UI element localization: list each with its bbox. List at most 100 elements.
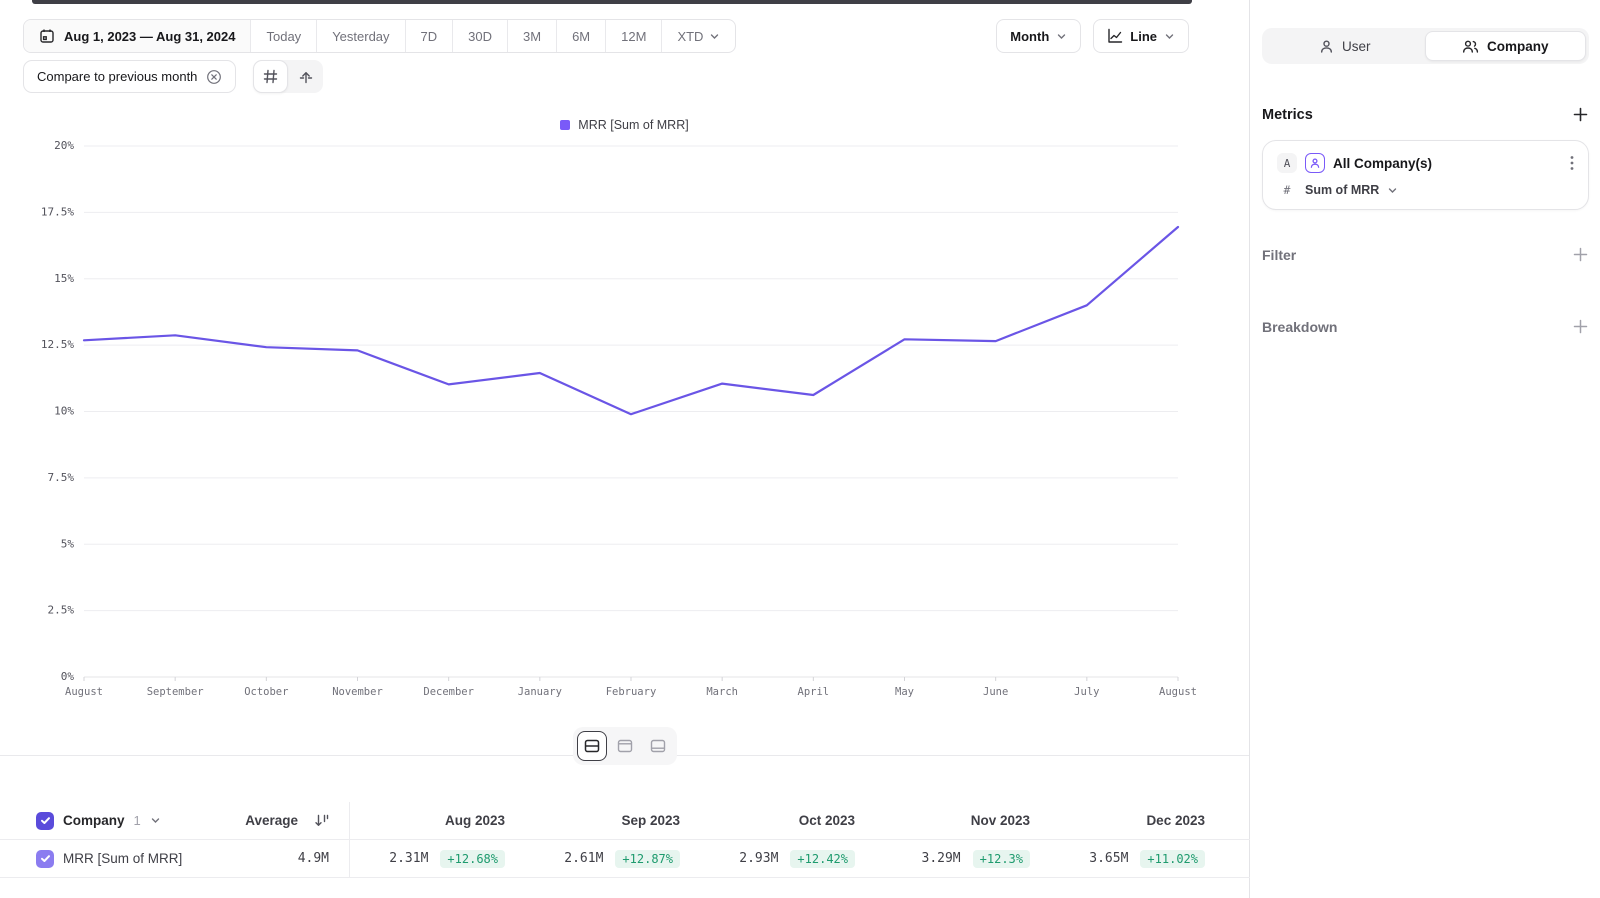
metric-letter-badge: A	[1277, 153, 1297, 173]
breakdown-table: Company 1 Average Aug 2023 Sep 2023 Oct 20…	[0, 802, 1250, 878]
kebab-menu-icon[interactable]	[1570, 155, 1574, 171]
layout-split-horizontal-button[interactable]	[576, 731, 607, 761]
table-row[interactable]: MRR [Sum of MRR] 4.9M 2.31M +12.68% 2.61M +…	[0, 840, 1250, 878]
date-range-label: Aug 1, 2023 — Aug 31, 2024	[64, 28, 236, 44]
arrow-up-icon	[298, 69, 314, 85]
grid-icon	[263, 69, 278, 84]
granularity-dropdown[interactable]: Month	[996, 19, 1082, 53]
config-sidebar: User Company Metrics A All Company(s)	[1250, 0, 1599, 898]
calendar-icon	[39, 28, 55, 44]
y-axis-tick-label: 12.5%	[41, 338, 74, 351]
breakdown-section: Breakdown	[1262, 318, 1589, 335]
toolbar: Aug 1, 2023 — Aug 31, 2024 Today Yesterda…	[23, 19, 1189, 53]
table-row-main-cell: MRR [Sum of MRR] 4.9M	[0, 840, 350, 877]
preset-today-button[interactable]: Today	[250, 20, 316, 52]
column-header-aug-2023[interactable]: Aug 2023	[444, 813, 505, 828]
chart-type-dropdown[interactable]: Line	[1093, 19, 1189, 53]
close-circle-icon[interactable]	[206, 69, 222, 85]
mrr-value: 2.93M	[739, 851, 779, 866]
legend-label: MRR [Sum of MRR]	[578, 118, 689, 132]
select-all-checkbox[interactable]	[36, 811, 54, 830]
y-axis-tick-label: 17.5%	[41, 205, 74, 218]
row-checkbox[interactable]	[36, 849, 54, 868]
user-icon	[1319, 39, 1334, 54]
breakdown-title: Breakdown	[1262, 318, 1338, 335]
average-value: 4.9M	[297, 851, 329, 866]
preset-xtd-button[interactable]: XTD	[661, 20, 735, 52]
panel-bottom-icon	[650, 738, 666, 754]
y-axis-tick-label: 20%	[54, 139, 74, 152]
cell-sep-2023: 2.61M +12.87%	[525, 849, 700, 868]
x-axis-label: December	[423, 686, 474, 698]
preset-6m-button[interactable]: 6M	[556, 20, 605, 52]
line-chart-icon	[1107, 28, 1123, 44]
toggle-user-label: User	[1341, 38, 1371, 54]
add-breakdown-button[interactable]	[1572, 318, 1589, 335]
layout-header-button[interactable]	[610, 731, 640, 761]
column-header-nov-2023[interactable]: Nov 2023	[970, 813, 1030, 828]
xtd-label: XTD	[677, 28, 704, 44]
chart-legend[interactable]: MRR [Sum of MRR]	[0, 118, 1249, 132]
delta-badge: +11.02%	[1140, 849, 1205, 868]
annotations-toggle-button[interactable]	[288, 60, 323, 93]
filter-title: Filter	[1262, 246, 1297, 263]
delta-badge: +12.87%	[615, 849, 680, 868]
column-header-oct-2023[interactable]: Oct 2023	[798, 813, 855, 828]
metrics-title: Metrics	[1262, 106, 1313, 123]
preset-12m-button[interactable]: 12M	[605, 20, 661, 52]
compare-chip[interactable]: Compare to previous month	[23, 60, 237, 93]
column-header-dec-2023[interactable]: Dec 2023	[1146, 813, 1205, 828]
x-axis-label: August	[1159, 686, 1197, 698]
toggle-company[interactable]: Company	[1424, 31, 1586, 61]
preset-30d-button[interactable]: 30D	[452, 20, 507, 52]
cell-oct-2023: 2.93M +12.42%	[700, 849, 875, 868]
group-by-label[interactable]: Company	[63, 813, 125, 828]
cell-nov-2023: 3.29M +12.3%	[875, 849, 1050, 868]
scrolled-card-edge	[32, 0, 1192, 4]
cell-dec-2023: 3.65M +11.02%	[1050, 849, 1225, 868]
y-axis-tick-label: 0%	[61, 670, 75, 683]
metric-card[interactable]: A All Company(s) # Sum of MRR	[1262, 140, 1589, 210]
mrr-value: 2.31M	[389, 851, 429, 866]
chart-type-label: Line	[1130, 28, 1157, 44]
delta-badge: +12.68%	[440, 849, 505, 868]
sort-descending-icon[interactable]	[313, 813, 329, 828]
main-panel: Aug 1, 2023 — Aug 31, 2024 Today Yesterda…	[0, 0, 1250, 898]
legend-swatch	[560, 120, 571, 130]
mrr-series-line	[82, 225, 1180, 416]
add-filter-button[interactable]	[1572, 246, 1589, 263]
mrr-value: 2.61M	[564, 851, 604, 866]
filter-section: Filter	[1262, 246, 1589, 263]
date-range-button[interactable]: Aug 1, 2023 — Aug 31, 2024	[24, 20, 251, 52]
x-axis-label: October	[244, 686, 288, 698]
split-horizontal-icon	[584, 738, 600, 754]
cell-aug-2023: 2.31M +12.68%	[350, 849, 525, 868]
column-header-sep-2023[interactable]: Sep 2023	[621, 813, 680, 828]
chevron-down-icon	[709, 31, 720, 42]
entity-toggle: User Company	[1262, 28, 1589, 64]
chevron-down-icon	[1056, 31, 1067, 42]
metrics-header: Metrics	[1262, 106, 1589, 123]
toolbar-secondary: Compare to previous month	[23, 60, 324, 93]
chevron-down-icon[interactable]	[150, 815, 161, 826]
company-icon	[1462, 39, 1479, 54]
company-avatar-icon	[1305, 153, 1325, 173]
toggle-user[interactable]: User	[1265, 31, 1425, 61]
x-axis-label: July	[1074, 686, 1099, 698]
metric-field-row[interactable]: # Sum of MRR	[1277, 183, 1574, 197]
gridlines-toggle-button[interactable]	[253, 60, 289, 93]
x-axis-label: June	[983, 686, 1008, 698]
y-axis-tick-label: 2.5%	[48, 604, 75, 617]
chevron-down-icon	[1387, 185, 1398, 196]
y-axis-tick-label: 15%	[54, 272, 74, 285]
preset-7d-button[interactable]: 7D	[404, 20, 453, 52]
layout-footer-button[interactable]	[643, 731, 673, 761]
chart-option-toggle-group	[253, 60, 324, 93]
average-column-header[interactable]: Average	[245, 813, 298, 828]
preset-3m-button[interactable]: 3M	[507, 20, 556, 52]
y-axis-tick-label: 10%	[54, 405, 74, 418]
add-metric-button[interactable]	[1572, 106, 1589, 123]
y-axis-tick-label: 5%	[61, 537, 75, 550]
preset-yesterday-button[interactable]: Yesterday	[316, 20, 404, 52]
